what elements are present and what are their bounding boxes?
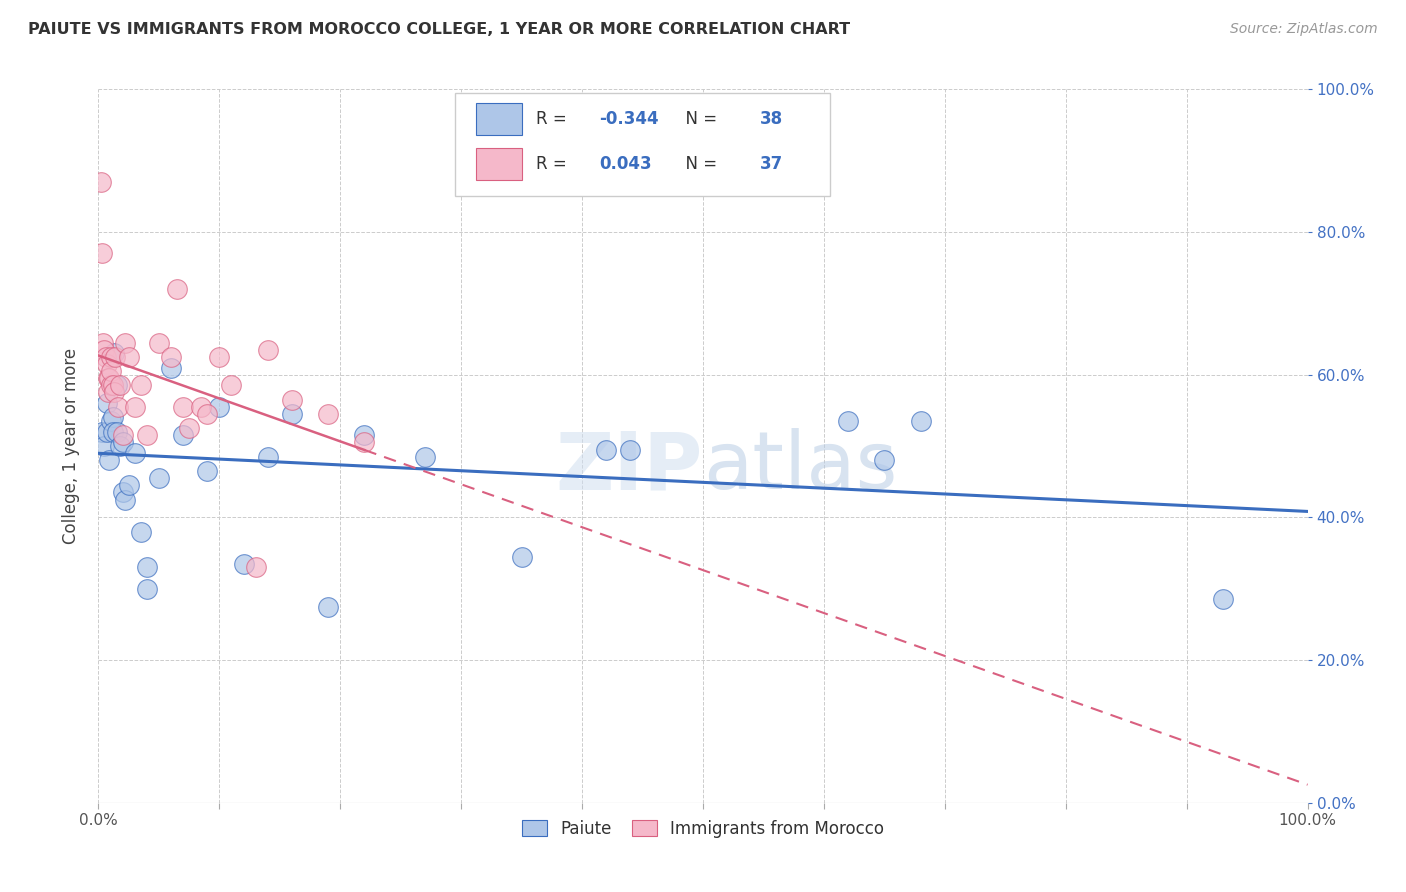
Point xyxy=(1212,592,1234,607)
Point xyxy=(100,414,122,428)
Point xyxy=(124,446,146,460)
Point xyxy=(195,407,218,421)
Point xyxy=(148,471,170,485)
Point xyxy=(160,360,183,375)
Text: R =: R = xyxy=(536,155,578,173)
Point xyxy=(221,378,243,392)
Point xyxy=(316,599,339,614)
Point xyxy=(107,400,129,414)
Point xyxy=(103,385,125,400)
Text: 38: 38 xyxy=(759,111,783,128)
Point xyxy=(129,524,152,539)
Point xyxy=(281,407,304,421)
Point xyxy=(103,346,125,360)
Point xyxy=(111,428,134,442)
Point xyxy=(96,357,118,371)
Point xyxy=(179,421,201,435)
Point xyxy=(91,425,114,439)
Legend: Paiute, Immigrants from Morocco: Paiute, Immigrants from Morocco xyxy=(516,814,890,845)
Point xyxy=(93,439,115,453)
Point xyxy=(105,425,128,439)
Point xyxy=(100,378,122,392)
Point xyxy=(413,450,436,464)
Point xyxy=(208,400,231,414)
Point xyxy=(316,407,339,421)
Text: atlas: atlas xyxy=(703,428,897,507)
Text: N =: N = xyxy=(675,155,723,173)
Point xyxy=(124,400,146,414)
Point xyxy=(232,557,254,571)
Point xyxy=(90,175,112,189)
Point xyxy=(510,549,533,564)
Point xyxy=(96,396,118,410)
Point xyxy=(135,428,157,442)
Point xyxy=(837,414,859,428)
Point xyxy=(96,425,118,439)
Point xyxy=(108,378,131,392)
Point xyxy=(104,350,127,364)
Point xyxy=(91,335,114,350)
Point xyxy=(353,428,375,442)
Text: N =: N = xyxy=(675,111,723,128)
Point xyxy=(256,450,278,464)
Point xyxy=(111,485,134,500)
Text: Source: ZipAtlas.com: Source: ZipAtlas.com xyxy=(1230,22,1378,37)
Point xyxy=(195,464,218,478)
Point xyxy=(281,392,304,407)
Point xyxy=(118,350,141,364)
Y-axis label: College, 1 year or more: College, 1 year or more xyxy=(62,348,80,544)
Point xyxy=(108,439,131,453)
Point xyxy=(873,453,896,467)
Text: PAIUTE VS IMMIGRANTS FROM MOROCCO COLLEGE, 1 YEAR OR MORE CORRELATION CHART: PAIUTE VS IMMIGRANTS FROM MOROCCO COLLEG… xyxy=(28,22,851,37)
Point xyxy=(101,425,124,439)
Point xyxy=(118,478,141,492)
Point xyxy=(619,442,641,457)
Point xyxy=(135,560,157,574)
Point xyxy=(135,582,157,596)
Point xyxy=(353,435,375,450)
Point xyxy=(97,385,120,400)
Point xyxy=(93,343,115,357)
Point xyxy=(172,400,194,414)
Point xyxy=(100,350,122,364)
Point xyxy=(111,435,134,450)
Point xyxy=(245,560,267,574)
Point xyxy=(172,428,194,442)
Point xyxy=(148,335,170,350)
Point xyxy=(114,335,136,350)
Point xyxy=(160,350,183,364)
Text: R =: R = xyxy=(536,111,572,128)
Point xyxy=(101,410,124,425)
Text: 0.043: 0.043 xyxy=(599,155,651,173)
Point xyxy=(105,378,128,392)
Point xyxy=(91,246,114,260)
Point xyxy=(208,350,231,364)
Text: -0.344: -0.344 xyxy=(599,111,658,128)
Point xyxy=(100,364,122,378)
Point xyxy=(595,442,617,457)
Point xyxy=(94,350,117,364)
Bar xyxy=(475,103,522,136)
Point xyxy=(101,378,124,392)
Point xyxy=(129,378,152,392)
Point xyxy=(97,371,120,385)
Point xyxy=(114,492,136,507)
FancyBboxPatch shape xyxy=(456,93,830,196)
Point xyxy=(98,371,121,385)
Bar xyxy=(475,148,522,180)
Point xyxy=(98,453,121,467)
Text: ZIP: ZIP xyxy=(555,428,703,507)
Text: 37: 37 xyxy=(759,155,783,173)
Point xyxy=(166,282,188,296)
Point xyxy=(256,343,278,357)
Point xyxy=(190,400,212,414)
Point xyxy=(910,414,932,428)
